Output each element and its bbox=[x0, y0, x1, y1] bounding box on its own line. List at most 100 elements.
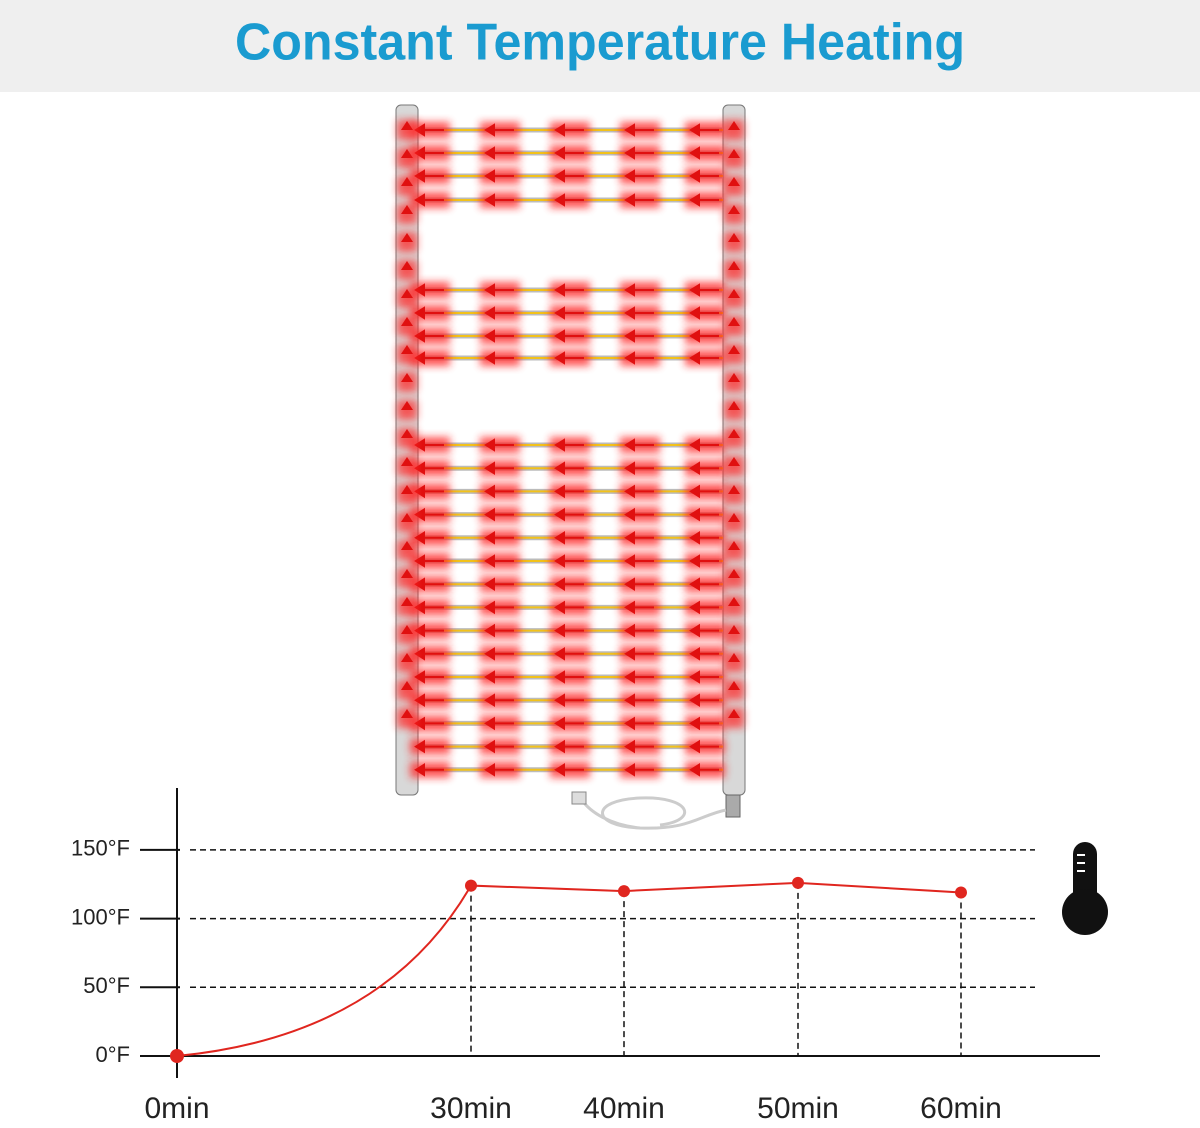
y-tick-label: 150°F bbox=[71, 836, 130, 861]
rail-arrow bbox=[728, 177, 740, 186]
rail-arrow bbox=[728, 457, 740, 466]
heat-arrow bbox=[484, 693, 514, 708]
heat-arrow bbox=[554, 461, 584, 476]
rail-arrow bbox=[401, 345, 413, 354]
heat-arrow bbox=[414, 670, 444, 684]
rail-arrow bbox=[728, 261, 740, 270]
heat-arrow bbox=[689, 670, 719, 684]
heat-arrow bbox=[484, 554, 514, 568]
power-cord bbox=[580, 796, 727, 830]
heat-arrow bbox=[554, 283, 584, 297]
heat-arrow bbox=[554, 693, 584, 708]
heat-arrow bbox=[414, 169, 444, 183]
rail-arrow bbox=[728, 233, 740, 242]
heat-arrow bbox=[624, 600, 654, 615]
rail-arrow bbox=[728, 569, 740, 578]
rail-arrow bbox=[401, 597, 413, 606]
heat-arrow bbox=[484, 123, 514, 137]
y-tick-label: 100°F bbox=[71, 904, 130, 929]
heat-arrow bbox=[414, 600, 444, 615]
heat-arrow bbox=[484, 146, 514, 160]
heat-arrow bbox=[554, 600, 584, 615]
data-point bbox=[792, 876, 804, 889]
heat-arrow bbox=[414, 123, 444, 137]
heat-arrow bbox=[624, 623, 654, 638]
heat-arrow bbox=[624, 146, 654, 160]
data-point bbox=[465, 879, 477, 892]
heat-arrow bbox=[414, 283, 444, 297]
heat-arrow bbox=[689, 739, 719, 754]
heat-arrow bbox=[414, 438, 444, 452]
heat-arrow bbox=[689, 530, 719, 545]
heat-arrow bbox=[414, 646, 444, 661]
heat-arrow bbox=[689, 600, 719, 615]
heat-arrow bbox=[484, 169, 514, 183]
heat-arrow bbox=[484, 600, 514, 615]
rail-arrow bbox=[728, 653, 740, 662]
heat-arrow bbox=[414, 329, 444, 343]
y-tick-label: 50°F bbox=[83, 973, 130, 998]
heat-arrow bbox=[624, 123, 654, 137]
heat-arrow bbox=[624, 438, 654, 452]
rail-arrow bbox=[401, 709, 413, 718]
heat-arrow bbox=[414, 351, 444, 365]
rail-arrow bbox=[401, 121, 413, 130]
heat-arrow bbox=[689, 646, 719, 661]
rail-arrow bbox=[401, 625, 413, 634]
data-point bbox=[170, 1049, 184, 1063]
heat-arrow bbox=[414, 762, 444, 777]
heat-arrow bbox=[414, 623, 444, 638]
rail-arrow bbox=[401, 289, 413, 298]
heat-arrow bbox=[484, 306, 514, 320]
heat-arrow bbox=[624, 646, 654, 661]
heat-arrow bbox=[484, 762, 514, 777]
x-tick-label: 0min bbox=[144, 1092, 209, 1125]
heat-arrow bbox=[624, 283, 654, 297]
heat-arrow bbox=[554, 123, 584, 137]
thermometer-icon bbox=[1062, 842, 1108, 935]
rail-arrow bbox=[728, 709, 740, 718]
heat-arrow bbox=[689, 554, 719, 568]
thermometer-bulb bbox=[1062, 889, 1108, 935]
rail-arrow bbox=[401, 317, 413, 326]
rail-arrow bbox=[401, 177, 413, 186]
rail-arrow bbox=[728, 317, 740, 326]
heat-arrow bbox=[484, 670, 514, 684]
heat-arrow bbox=[414, 693, 444, 708]
heat-arrow bbox=[554, 670, 584, 684]
heat-arrow bbox=[484, 739, 514, 754]
heat-arrow bbox=[689, 623, 719, 638]
towel-rack bbox=[395, 104, 746, 830]
heat-arrow bbox=[414, 484, 444, 499]
heat-arrow bbox=[554, 438, 584, 452]
rail-arrow bbox=[728, 625, 740, 634]
heat-arrow bbox=[689, 461, 719, 476]
rail-arrow bbox=[728, 401, 740, 410]
rail-arrow bbox=[401, 261, 413, 270]
heat-arrow bbox=[689, 351, 719, 365]
rail-arrow bbox=[401, 513, 413, 522]
heat-arrow bbox=[554, 530, 584, 545]
heat-arrow bbox=[484, 507, 514, 522]
heat-arrow bbox=[554, 739, 584, 754]
heat-arrow bbox=[484, 646, 514, 661]
rail-arrow bbox=[401, 485, 413, 494]
heat-arrow bbox=[554, 507, 584, 522]
heat-arrow bbox=[414, 554, 444, 568]
heat-arrow bbox=[414, 146, 444, 160]
heat-arrow bbox=[689, 484, 719, 499]
heat-arrow bbox=[554, 577, 584, 592]
heat-arrow bbox=[689, 146, 719, 160]
heat-arrow bbox=[554, 193, 584, 207]
heat-arrow bbox=[554, 146, 584, 160]
rail-arrow bbox=[401, 457, 413, 466]
rail-arrow bbox=[728, 205, 740, 214]
heat-arrow bbox=[624, 507, 654, 522]
heat-arrow bbox=[624, 169, 654, 183]
heat-arrow bbox=[624, 329, 654, 343]
rail-arrow bbox=[401, 205, 413, 214]
plug bbox=[571, 791, 587, 805]
rail-arrow bbox=[728, 597, 740, 606]
heat-arrow bbox=[484, 438, 514, 452]
heat-arrow bbox=[624, 193, 654, 207]
